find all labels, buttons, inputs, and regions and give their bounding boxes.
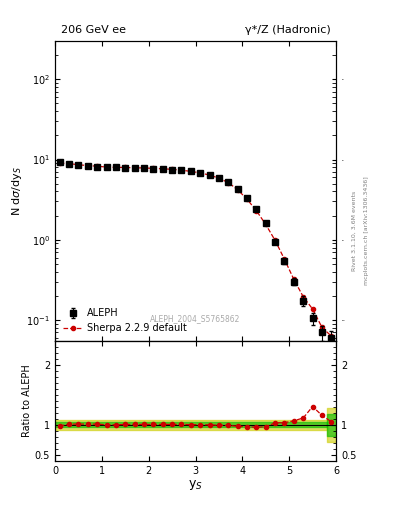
Sherpa 2.2.9 default xyxy=(245,196,250,202)
X-axis label: y$_S$: y$_S$ xyxy=(188,478,203,493)
Text: mcplots.cern.ch [arXiv:1306.3436]: mcplots.cern.ch [arXiv:1306.3436] xyxy=(364,176,369,285)
Sherpa 2.2.9 default xyxy=(207,172,212,178)
Sherpa 2.2.9 default xyxy=(76,162,81,168)
Sherpa 2.2.9 default xyxy=(114,164,118,170)
Sherpa 2.2.9 default xyxy=(85,162,90,168)
Sherpa 2.2.9 default xyxy=(273,238,277,244)
Sherpa 2.2.9 default xyxy=(132,165,137,171)
Sherpa 2.2.9 default xyxy=(160,166,165,172)
Sherpa 2.2.9 default xyxy=(198,170,202,176)
Text: 206 GeV ee: 206 GeV ee xyxy=(61,25,126,35)
Sherpa 2.2.9 default xyxy=(189,168,193,175)
Sherpa 2.2.9 default xyxy=(179,167,184,173)
Sherpa 2.2.9 default xyxy=(95,163,99,169)
Sherpa 2.2.9 default xyxy=(263,221,268,227)
Sherpa 2.2.9 default xyxy=(329,333,334,339)
Text: γ*/Z (Hadronic): γ*/Z (Hadronic) xyxy=(245,25,331,35)
Sherpa 2.2.9 default xyxy=(292,276,296,283)
Legend: ALEPH, Sherpa 2.2.9 default: ALEPH, Sherpa 2.2.9 default xyxy=(60,305,190,336)
Sherpa 2.2.9 default xyxy=(57,160,62,166)
Sherpa 2.2.9 default xyxy=(320,324,324,330)
Sherpa 2.2.9 default xyxy=(226,180,231,186)
Sherpa 2.2.9 default xyxy=(235,187,240,193)
Sherpa 2.2.9 default xyxy=(217,175,221,181)
Sherpa 2.2.9 default xyxy=(254,208,259,214)
Sherpa 2.2.9 default xyxy=(310,306,315,312)
Sherpa 2.2.9 default xyxy=(170,166,174,173)
Text: Rivet 3.1.10, 3.6M events: Rivet 3.1.10, 3.6M events xyxy=(352,190,357,270)
Y-axis label: N d$\sigma$/dy$_S$: N d$\sigma$/dy$_S$ xyxy=(9,166,24,216)
Sherpa 2.2.9 default xyxy=(141,165,146,171)
Y-axis label: Ratio to ALEPH: Ratio to ALEPH xyxy=(22,365,32,437)
Sherpa 2.2.9 default xyxy=(67,160,72,166)
Sherpa 2.2.9 default xyxy=(282,257,287,263)
Sherpa 2.2.9 default xyxy=(151,165,156,172)
Text: ALEPH_2004_S5765862: ALEPH_2004_S5765862 xyxy=(151,314,241,323)
Sherpa 2.2.9 default xyxy=(123,164,128,170)
Sherpa 2.2.9 default xyxy=(301,294,306,300)
Line: Sherpa 2.2.9 default: Sherpa 2.2.9 default xyxy=(58,161,333,338)
Sherpa 2.2.9 default xyxy=(104,164,109,170)
